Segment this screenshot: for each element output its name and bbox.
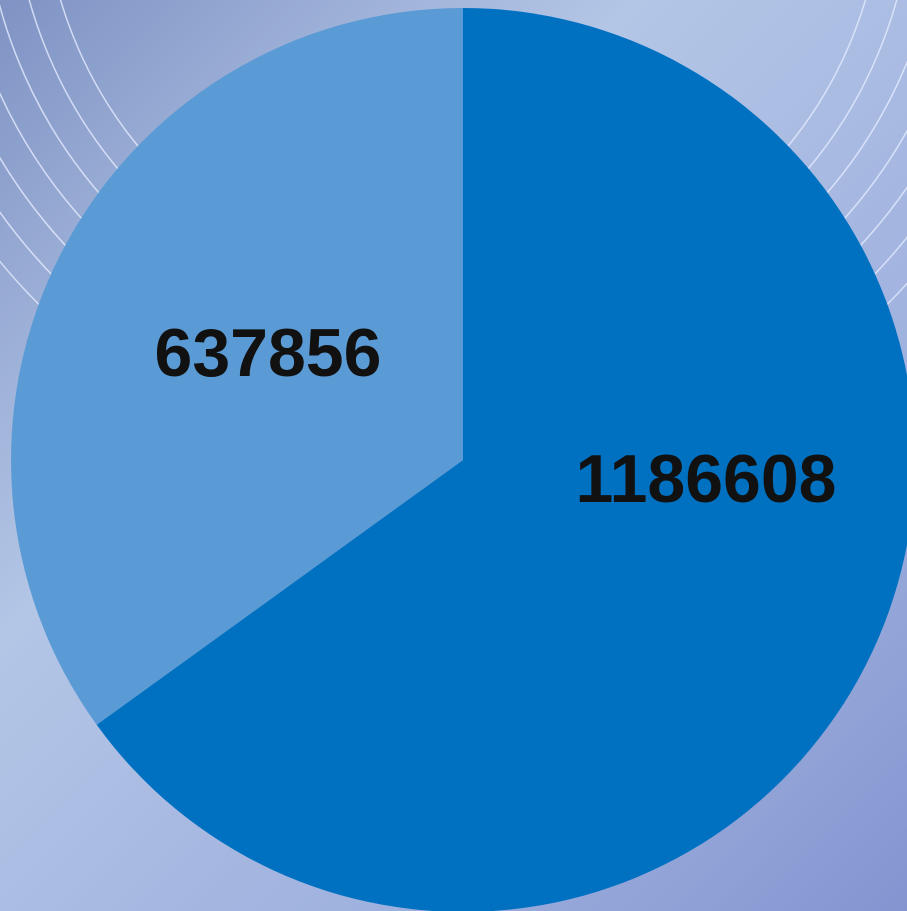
pie	[10, 8, 907, 911]
pie-slice	[10, 8, 464, 725]
data-label: 637856	[155, 315, 382, 391]
data-label: 1186608	[576, 441, 837, 517]
pie-slice	[96, 8, 907, 911]
